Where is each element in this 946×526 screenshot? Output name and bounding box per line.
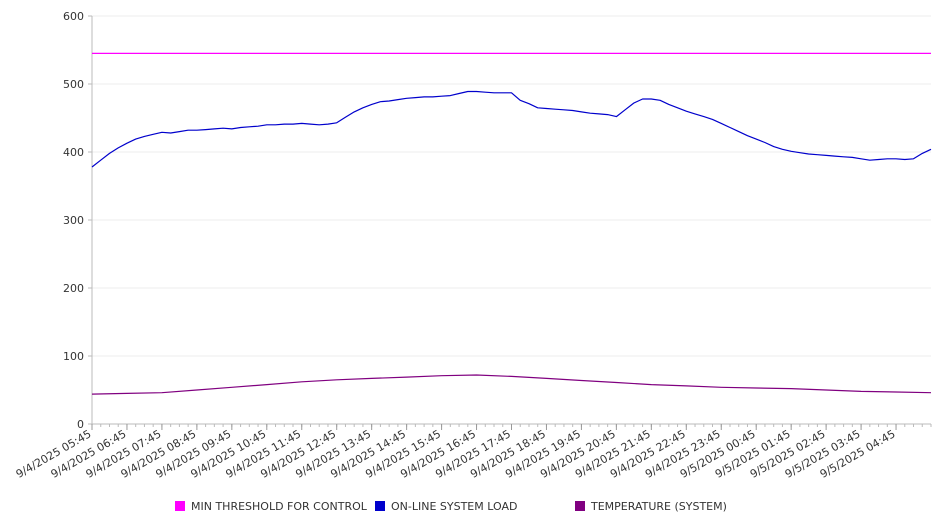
legend-item[interactable]: ON-LINE SYSTEM LOAD (375, 498, 517, 514)
legend-label: MIN THRESHOLD FOR CONTROL (191, 499, 367, 513)
legend-label: TEMPERATURE (SYSTEM) (591, 499, 727, 513)
gridlines (92, 15, 931, 357)
chart-legend: MIN THRESHOLD FOR CONTROL ON-LINE SYSTEM … (0, 498, 946, 514)
y-axis-ticks: 0 100 200 300 400 500 600 (63, 10, 92, 431)
y-tick-label: 400 (63, 146, 84, 159)
y-tick-label: 600 (63, 10, 84, 23)
legend-item[interactable]: TEMPERATURE (SYSTEM) (575, 498, 727, 514)
series-line-on-line-system-load (91, 90, 932, 168)
y-tick-label: 500 (63, 78, 84, 91)
x-axis-ticks: 9/4/2025 05:459/4/2025 06:459/4/2025 07:… (14, 424, 932, 481)
series-lines (91, 52, 932, 395)
legend-swatch (375, 501, 385, 511)
legend-swatch (575, 501, 585, 511)
y-tick-label: 100 (63, 350, 84, 363)
legend-item[interactable]: MIN THRESHOLD FOR CONTROL (175, 498, 367, 514)
series-line-temperature-system (91, 374, 932, 395)
y-tick-label: 0 (77, 418, 84, 431)
y-tick-label: 200 (63, 282, 84, 295)
legend-swatch (175, 501, 185, 511)
y-tick-label: 300 (63, 214, 84, 227)
legend-label: ON-LINE SYSTEM LOAD (391, 499, 518, 513)
